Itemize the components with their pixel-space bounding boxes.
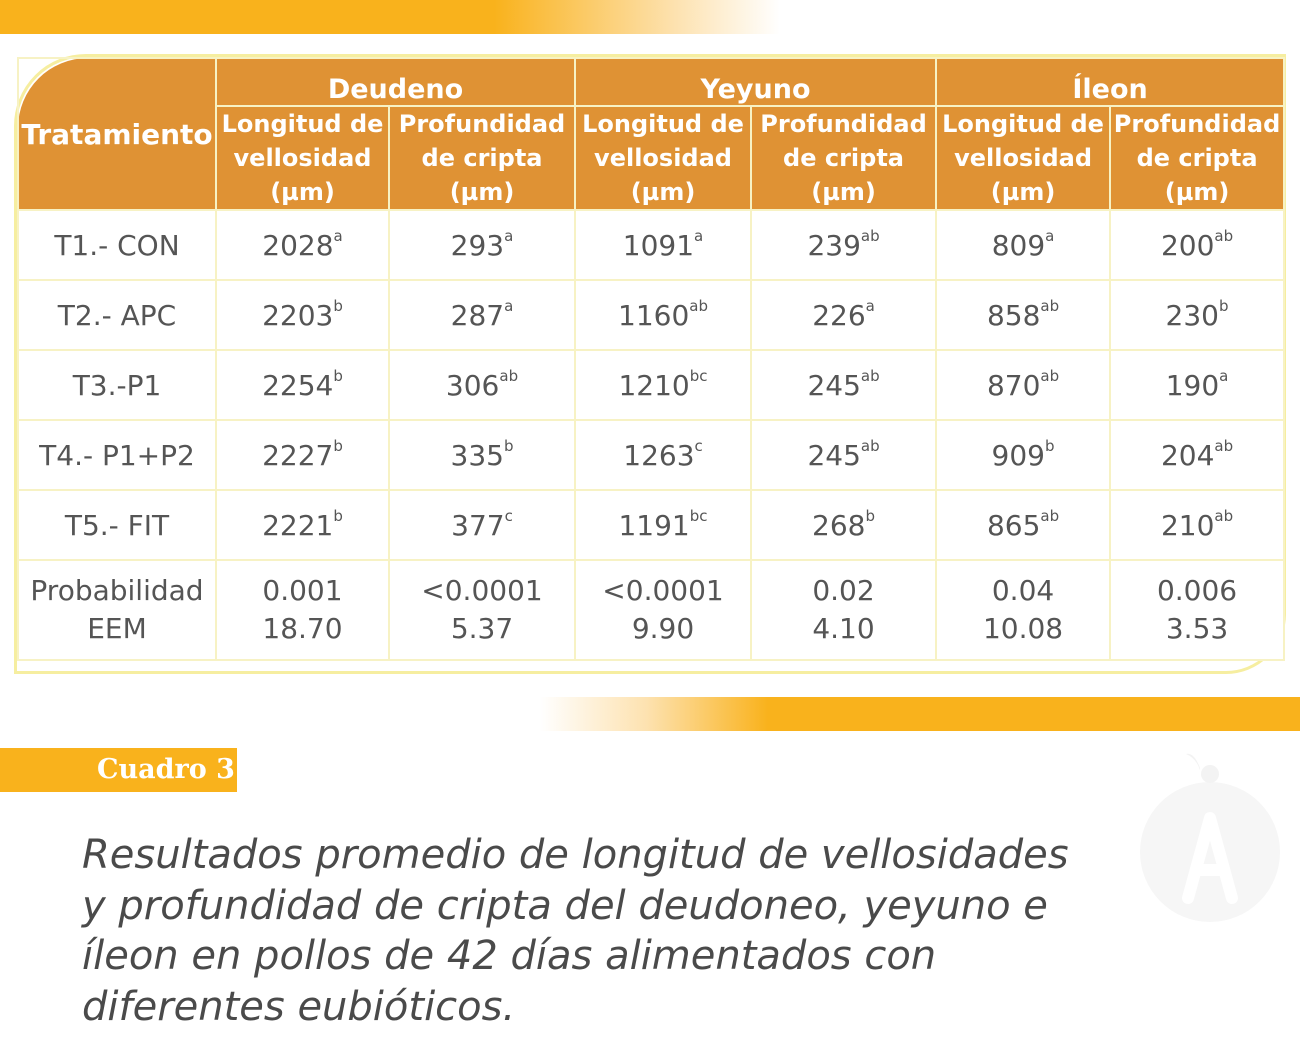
value-cell: 809a xyxy=(935,209,1112,281)
value-cell: 190a xyxy=(1109,349,1286,421)
value-cell: 306ab xyxy=(387,349,577,421)
header-sub: Longitud de vellosidad (µm) xyxy=(574,105,753,211)
value-cell: 200ab xyxy=(1109,209,1286,281)
value-cell: 858ab xyxy=(935,279,1112,351)
stats-label-cell: Probabilidad EEM xyxy=(17,559,217,661)
value-cell: 2254b xyxy=(215,349,390,421)
bottom-accent-bar xyxy=(540,697,1300,731)
value-cell: 1091a xyxy=(574,209,753,281)
value-cell: 226a xyxy=(750,279,938,351)
stats-cell: 0.02 4.10 xyxy=(750,559,938,661)
value-cell: 239ab xyxy=(750,209,938,281)
treatment-cell: T1.- CON xyxy=(17,209,217,281)
header-sub: Profundidad de cripta (µm) xyxy=(1109,105,1286,211)
header-tratamiento: Tratamiento xyxy=(17,57,217,211)
value-cell: 1160ab xyxy=(574,279,753,351)
stats-cell: 0.001 18.70 xyxy=(215,559,390,661)
header-group-yeyuno: Yeyuno xyxy=(574,57,938,107)
results-table: Tratamiento Deudeno Yeyuno Íleon Longitu… xyxy=(17,57,1286,661)
header-sub: Profundidad de cripta (µm) xyxy=(750,105,938,211)
value-cell: 377c xyxy=(387,489,577,561)
top-accent-bar xyxy=(0,0,1300,34)
value-cell: 287a xyxy=(387,279,577,351)
value-cell: 1263c xyxy=(574,419,753,491)
value-cell: 2221b xyxy=(215,489,390,561)
value-cell: 2227b xyxy=(215,419,390,491)
value-cell: 293a xyxy=(387,209,577,281)
watermark-logo xyxy=(1140,753,1280,922)
value-cell: 2203b xyxy=(215,279,390,351)
header-group-deudeno: Deudeno xyxy=(214,57,577,107)
header-sub: Profundidad de cripta (µm) xyxy=(387,105,577,211)
table-row: T1.- CON 2028a 293a 1091a 239ab 809a 200… xyxy=(17,209,1286,281)
value-cell: 230b xyxy=(1109,279,1286,351)
stats-cell: <0.0001 9.90 xyxy=(574,559,753,661)
header-sub: Longitud de vellosidad (µm) xyxy=(215,105,390,211)
value-cell: 210ab xyxy=(1109,489,1286,561)
value-cell: 1191bc xyxy=(574,489,753,561)
value-cell: 204ab xyxy=(1109,419,1286,491)
treatment-cell: T3.-P1 xyxy=(17,349,217,421)
stats-row: Probabilidad EEM 0.001 18.70 <0.0001 5.37 <… xyxy=(17,559,1286,661)
value-cell: 245ab xyxy=(750,349,938,421)
value-cell: 335b xyxy=(387,419,577,491)
value-cell: 245ab xyxy=(750,419,938,491)
treatment-cell: T4.- P1+P2 xyxy=(17,419,217,491)
table-row: T2.- APC 2203b 287a 1160ab 226a 858ab 23… xyxy=(17,279,1286,351)
value-cell: 870ab xyxy=(935,349,1112,421)
treatment-cell: T2.- APC xyxy=(17,279,217,351)
table-row: T4.- P1+P2 2227b 335b 1263c 245ab 909b 2… xyxy=(17,419,1286,491)
value-cell: 268b xyxy=(750,489,938,561)
header-group-ileon: Íleon xyxy=(935,57,1286,107)
value-cell: 909b xyxy=(935,419,1112,491)
cuadro-label-text: Cuadro 3 xyxy=(97,754,235,785)
stats-cell: 0.006 3.53 xyxy=(1109,559,1286,661)
value-cell: 2028a xyxy=(215,209,390,281)
stats-cell: 0.04 10.08 xyxy=(935,559,1112,661)
header-sub: Longitud de vellosidad (µm) xyxy=(935,105,1112,211)
stats-cell: <0.0001 5.37 xyxy=(387,559,577,661)
table-row: T5.- FIT 2221b 377c 1191bc 268b 865ab 21… xyxy=(17,489,1286,561)
treatment-cell: T5.- FIT xyxy=(17,489,217,561)
table-row: T3.-P1 2254b 306ab 1210bc 245ab 870ab 19… xyxy=(17,349,1286,421)
value-cell: 1210bc xyxy=(574,349,753,421)
value-cell: 865ab xyxy=(935,489,1112,561)
table-caption: Resultados promedio de longitud de vello… xyxy=(82,832,1069,1030)
cuadro-label: Cuadro 3 xyxy=(0,748,237,792)
